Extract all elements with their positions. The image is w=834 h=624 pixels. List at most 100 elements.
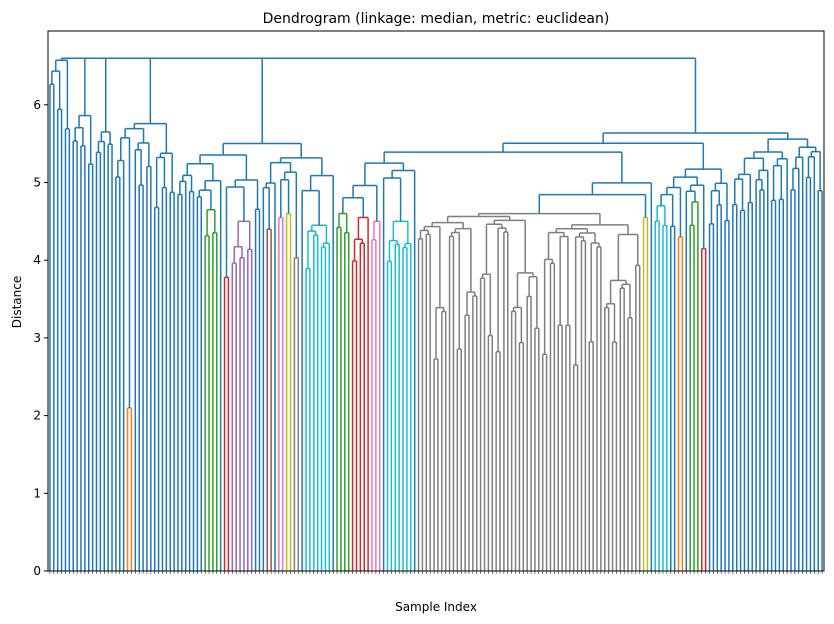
dendrogram-link-108 (115, 176, 121, 571)
dendrogram-link-135 (97, 140, 106, 571)
dendrogram-link-198 (191, 57, 697, 133)
dendrogram-link-165 (710, 189, 720, 224)
y-tick-label: 6 (33, 98, 41, 112)
dendrogram-link-88 (617, 233, 639, 281)
dendrogram-link-194 (502, 142, 705, 170)
dendrogram-link-74 (574, 236, 585, 366)
dendrogram-link-62 (627, 317, 633, 571)
dendrogram-link-176 (810, 150, 821, 191)
dendrogram-link-101 (56, 108, 63, 571)
dendrogram-link-37 (433, 358, 439, 571)
dendrogram-link-57 (588, 340, 594, 571)
dendrogram-link-115 (188, 190, 195, 571)
dendrogram-link-18 (322, 242, 331, 571)
dendrogram-link-179 (124, 127, 145, 143)
dendrogram-link-30 (394, 243, 400, 571)
dendrogram-link-116 (196, 196, 203, 571)
y-tick-label: 1 (33, 486, 41, 500)
dendrogram-link-46 (503, 231, 509, 571)
dendrogram-link-66 (450, 231, 461, 349)
dendrogram-link-48 (518, 341, 525, 571)
dendrogram-link-20 (336, 226, 342, 571)
dendrogram-link-142 (159, 152, 173, 193)
dendrogram-link-5 (231, 262, 237, 571)
dendrogram-link-117 (254, 208, 261, 571)
dendrogram-link-196 (119, 57, 263, 144)
dendrogram-link-105 (87, 163, 94, 571)
dendrogram-link-44 (487, 334, 494, 571)
dendrogram-link-109 (138, 184, 144, 571)
dendrogram-link-73 (559, 235, 569, 326)
dendrogram-link-28 (373, 220, 381, 571)
dendrogram-link-148 (234, 179, 259, 210)
dendrogram-link-17 (307, 230, 317, 269)
dendrogram-link-114 (177, 193, 183, 571)
dendrogram-link-76 (605, 303, 616, 343)
dendrogram-link-53 (557, 324, 563, 571)
dendrogram-link-51 (541, 353, 548, 571)
dendrogram-link-3 (206, 208, 216, 236)
dendrogram-link-38 (441, 310, 447, 571)
dendrogram-link-43 (479, 277, 486, 571)
dendrogram-link-11 (278, 216, 284, 571)
dendrogram-link-129 (805, 176, 812, 571)
dendrogram-link-13 (293, 257, 300, 571)
dendrogram-link-104 (80, 145, 86, 571)
dendrogram-link-80 (485, 223, 503, 275)
y-tick-label: 0 (33, 564, 41, 578)
dendrogram-link-31 (402, 246, 408, 571)
dendrogram-link-175 (807, 156, 816, 571)
chart-title: Dendrogram (linkage: median, metric: euc… (263, 11, 610, 27)
dendrogram-link-192 (89, 57, 152, 124)
dendrogram-link-72 (543, 258, 554, 355)
dendrogram-link-10 (266, 228, 272, 571)
dendrogram-link-41 (464, 314, 470, 571)
dendrogram-link-56 (580, 239, 587, 571)
dendrogram-link-2 (212, 232, 218, 571)
dendrogram-link-193 (222, 142, 302, 158)
dendrogram-link-100 (49, 83, 55, 571)
dendrogram-link-110 (146, 165, 152, 571)
y-tick-0: 0 (33, 564, 48, 578)
dendrogram-link-47 (510, 310, 517, 571)
dendrogram-link-95 (656, 205, 666, 226)
dendrogram-link-55 (572, 364, 579, 571)
dendrogram-link-131 (51, 70, 61, 110)
dendrogram-link-1 (204, 235, 210, 571)
dendrogram-link-0 (126, 407, 133, 571)
dendrogram-link-92 (642, 216, 649, 571)
dendrogram-link-107 (107, 143, 113, 571)
dendrogram-link-60 (611, 341, 618, 571)
dendrogram-link-4 (223, 276, 230, 571)
dendrogram-link-39 (448, 235, 455, 571)
dendrogram-link-27 (371, 239, 377, 571)
dendrogram-link-103 (72, 140, 78, 571)
dendrogram-link-91 (477, 212, 601, 225)
dendrogram-link-119 (708, 223, 715, 571)
dendrogram-link-143 (179, 180, 187, 571)
dendrogram-link-63 (635, 264, 641, 571)
dendrogram-link-122 (732, 203, 738, 571)
dendrogram-link-98 (691, 201, 699, 571)
dendrogram-link-169 (755, 179, 763, 571)
y-tick-4: 4 (33, 253, 48, 267)
y-tick-1: 1 (33, 486, 48, 500)
dendrogram-link-133 (74, 126, 84, 146)
dendrogram-link-75 (590, 242, 600, 342)
dendrogram-link-126 (770, 199, 777, 571)
dendrogram-link-6 (239, 256, 245, 571)
dendrogram-link-140 (137, 142, 150, 167)
dendrogram-link-123 (739, 209, 746, 571)
y-tick-6: 6 (33, 98, 48, 112)
dendrogram-link-102 (64, 128, 71, 571)
dendrogram-link-14 (305, 267, 311, 571)
dendrogram-link-171 (772, 164, 783, 201)
dendrogram-link-167 (734, 178, 744, 211)
y-tick-5: 5 (33, 176, 48, 190)
dendrogram-link-136 (100, 131, 111, 145)
dendrogram-link-94 (662, 224, 668, 571)
dendrogram-link-22 (338, 212, 348, 233)
dendrogram-link-121 (724, 219, 730, 571)
